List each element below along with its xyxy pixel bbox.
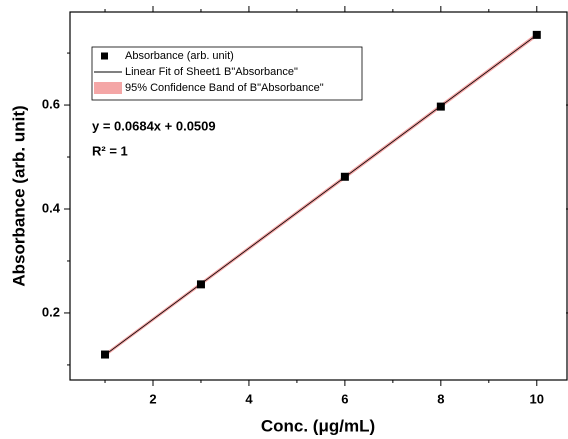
legend-marker bbox=[94, 82, 122, 94]
y-tick-label: 0.4 bbox=[42, 200, 61, 215]
x-tick-label: 6 bbox=[341, 391, 348, 406]
data-point bbox=[196, 280, 205, 289]
plot-frame bbox=[69, 11, 568, 381]
legend-box bbox=[91, 46, 363, 101]
data-point bbox=[101, 350, 110, 359]
legend-label: Absorbance (arb. unit) bbox=[125, 50, 234, 62]
data-point bbox=[532, 30, 541, 39]
x-tick-label: 4 bbox=[245, 391, 253, 406]
y-tick-label: 0.6 bbox=[42, 96, 60, 111]
y-tick-label: 0.2 bbox=[42, 304, 60, 319]
x-tick-label: 10 bbox=[530, 391, 544, 406]
legend-label: Linear Fit of Sheet1 B"Absorbance" bbox=[125, 66, 298, 78]
x-tick-label: 8 bbox=[437, 391, 444, 406]
legend-label: 95% Confidence Band of B"Absorbance" bbox=[125, 82, 324, 94]
x-tick-label: 2 bbox=[149, 391, 156, 406]
data-point bbox=[340, 172, 349, 181]
r-squared: R² = 1 bbox=[92, 143, 128, 158]
fit-line bbox=[104, 34, 538, 356]
x-axis-title: Conc. (μg/mL) bbox=[261, 416, 375, 435]
data-point bbox=[436, 102, 445, 111]
legend-marker bbox=[101, 52, 108, 60]
y-axis-title: Absorbance (arb. unit) bbox=[9, 105, 28, 286]
fit-equation: y = 0.0684x + 0.0509 bbox=[92, 118, 216, 133]
